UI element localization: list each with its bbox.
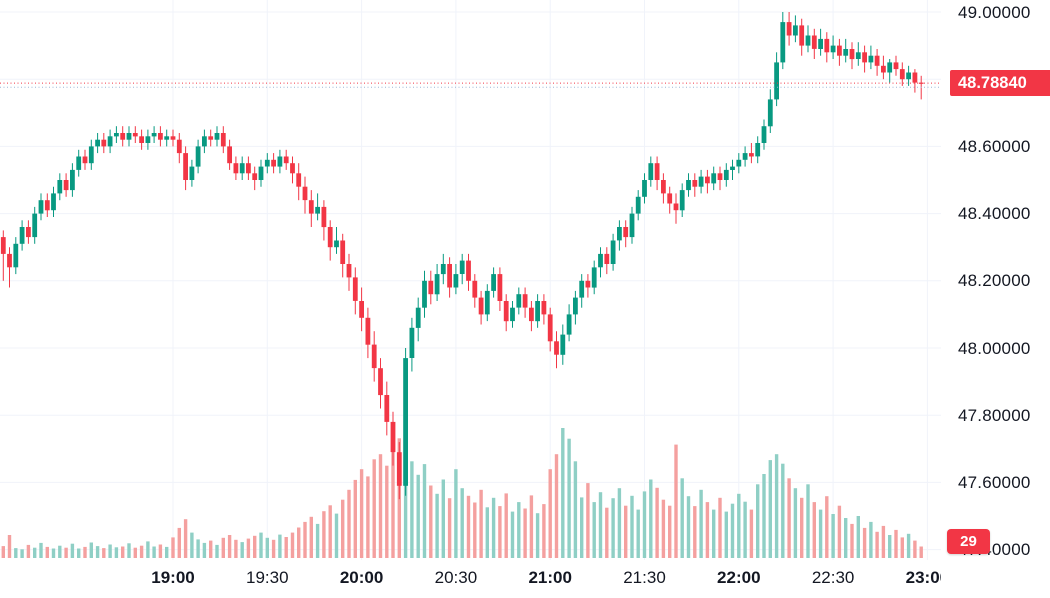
candlestick-volume-plot: [0, 0, 941, 560]
time-tick-label: 22:30: [811, 568, 855, 587]
time-tick-label: 19:00: [151, 568, 195, 587]
price-tick-label: 48.40000: [958, 204, 1031, 224]
price-tick-label: 49.00000: [958, 2, 1031, 22]
price-tick-label: 48.60000: [958, 136, 1031, 156]
time-tick-label: 21:30: [623, 568, 666, 587]
price-tick-label: 47.80000: [958, 405, 1031, 425]
price-tick-label: 48.20000: [958, 271, 1031, 291]
time-tick-label: 23:00: [905, 568, 941, 587]
price-tick-label: 48.00000: [958, 338, 1031, 358]
time-axis-scale[interactable]: 19:00 19:30 20:00 20:30 21:00 21:30 22:00 22:30…: [0, 560, 941, 598]
time-tick-label: 21:00: [528, 568, 572, 587]
price-tick-label: 47.60000: [958, 472, 1031, 492]
time-tick-label: 20:30: [434, 568, 478, 587]
last-price-badge: 48.78840: [950, 70, 1050, 97]
chart-pane[interactable]: [0, 0, 941, 598]
last-volume-badge: 29: [947, 529, 990, 554]
time-tick-label: 20:00: [339, 568, 384, 587]
time-tick-label: 22:00: [717, 568, 761, 587]
time-tick-label: 19:30: [246, 568, 289, 587]
price-axis-scale[interactable]: 49.00000 48.60000 48.40000 48.20000 48.00000…: [941, 0, 1050, 598]
